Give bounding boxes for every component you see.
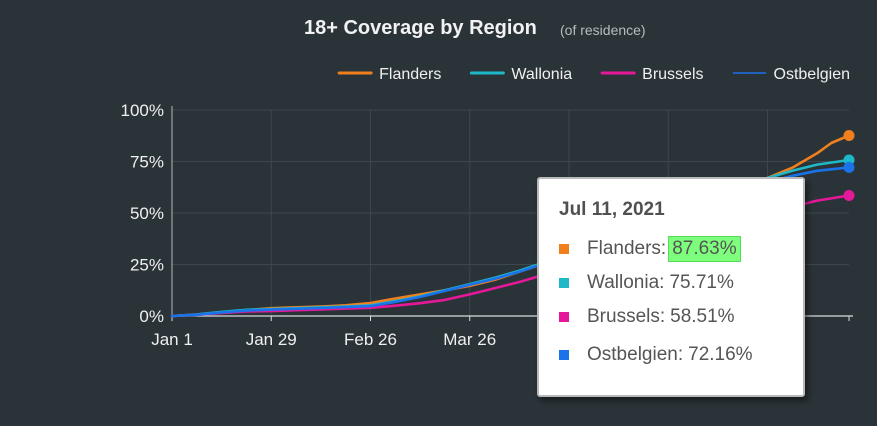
chart-subtitle: (of residence) [560, 22, 646, 38]
series-endpoint-flanders [843, 129, 855, 141]
legend-label-flanders: Flanders [379, 66, 441, 83]
legend-label-wallonia: Wallonia [511, 66, 572, 83]
tooltip-date: Jul 11, 2021 [559, 199, 665, 220]
x-tick-label-jan-1: Jan 1 [151, 330, 193, 349]
tooltip-value-ostbelgien: 72.16% [688, 344, 753, 365]
legend-label-brussels: Brussels [642, 66, 703, 83]
tooltip-marker-ostbelgien [559, 350, 569, 360]
y-tick-label-0: 0% [139, 307, 164, 326]
legend: Ostbelgien Brussels Wallonia Flanders [337, 66, 851, 83]
tooltip-label-brussels: Brussels: [587, 306, 666, 327]
tooltip-label-ostbelgien: Ostbelgien: [587, 344, 684, 365]
y-tick-label-50: 50% [130, 204, 164, 223]
y-tick-label-75: 75% [130, 153, 164, 172]
tooltip-row-flanders: Flanders: 87.63% [559, 233, 803, 265]
chart-title: 18+ Coverage by Region [304, 17, 537, 39]
tooltip-row-wallonia: Wallonia: 75.71% [559, 267, 803, 299]
x-tick-label-mar-26: Mar 26 [443, 330, 496, 349]
series-endpoint-ostbelgien [843, 161, 855, 173]
tooltip-label-flanders: Flanders: [587, 238, 667, 259]
tooltip-value-brussels: 58.51% [670, 306, 735, 327]
x-tick-label-jan-29: Jan 29 [246, 330, 297, 349]
y-tick-label-100: 100% [121, 101, 164, 120]
x-tick-label-feb-26: Feb 26 [344, 330, 397, 349]
tooltip-row-ostbelgien: Ostbelgien: 72.16% [559, 339, 803, 371]
tooltip-marker-wallonia [559, 278, 569, 288]
legend-label-ostbelgien: Ostbelgien [774, 66, 851, 83]
tooltip-row-brussels: Brussels: 58.51% [559, 301, 803, 333]
tooltip: Jul 11, 2021 Flanders: 87.63% Wallonia: … [537, 177, 805, 397]
tooltip-value-wallonia: 75.71% [669, 272, 734, 293]
series-endpoint-brussels [843, 189, 855, 201]
tooltip-marker-flanders [559, 244, 569, 254]
y-tick-label-25: 25% [130, 256, 164, 275]
tooltip-value-flanders: 87.63% [668, 236, 741, 262]
axes: 0% 25% 50% 75% 100% Jan 1 Jan 29 Feb 26 Mar 26 [121, 101, 853, 349]
tooltip-marker-brussels [559, 312, 569, 322]
tooltip-label-wallonia: Wallonia: [587, 272, 665, 293]
